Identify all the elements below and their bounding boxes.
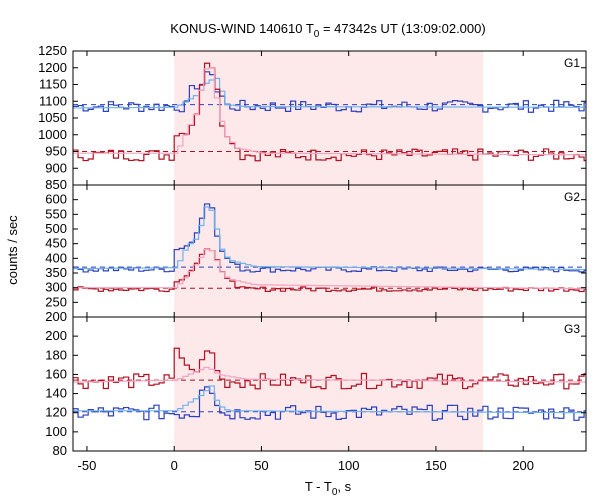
y-tick-label: 250 [45,294,67,309]
y-tick-label: 550 [45,206,67,221]
panel-g3: 80 100 120 140 160 180 200 G3 [45,316,587,458]
x-tick-label: 150 [425,458,447,473]
model-fit-red [73,67,586,156]
x-tick-label: 0 [171,458,178,473]
y-tick-label: 1050 [38,110,67,125]
model-fit-blue [73,206,586,271]
panel-label: G1 [564,56,580,70]
histogram-red [73,347,586,390]
y-tick-label: 350 [45,265,67,280]
model-fit-blue [73,385,586,414]
y-tick-label: 200 [45,309,67,324]
panel-label: G2 [564,190,580,204]
y-tick-label: 200 [45,328,67,343]
histogram-red [73,248,586,293]
y-tick-label: 120 [45,405,67,420]
y-tick-label: 140 [45,386,67,401]
shaded-interval [174,51,484,185]
y-axis-label: counts / sec [5,215,20,285]
y-tick-label: 100 [45,424,67,439]
model-fit-blue [73,77,586,109]
x-axis-label: T - T0, s [305,479,352,498]
y-tick-label: 1150 [39,77,67,92]
y-tick-label: 450 [45,236,67,251]
histogram-red [73,62,586,162]
y-tick-label: 1250 [38,43,67,58]
y-tick-label: 400 [45,250,67,265]
histogram-blue [73,386,586,421]
shaded-interval [174,317,484,451]
chart-title: KONUS-WIND 140610 T0 = 47342s UT (13:09:… [170,21,485,40]
y-tick-label: 80 [53,443,67,458]
model-fit-red [73,248,586,290]
x-tick-label: 200 [512,458,534,473]
y-tick-label: 850 [45,177,67,192]
panel-label: G3 [564,322,580,336]
panel-frame [72,316,587,452]
model-fit-red [73,366,586,383]
y-tick-label: 950 [45,144,67,159]
y-tick-label: 1100 [39,93,67,108]
y-tick-label: 1200 [38,60,67,75]
y-tick-label: 1000 [38,127,67,142]
y-tick-label: 160 [45,366,67,381]
x-tick-label: 50 [254,458,268,473]
y-tick-label: 300 [45,280,67,295]
histogram-blue [73,71,586,113]
shaded-interval [174,185,484,317]
y-tick-label: 900 [45,160,67,175]
x-tick-label: 100 [338,458,360,473]
y-tick-label: 500 [45,221,67,236]
y-tick-label: 180 [45,347,67,362]
x-tick-label: -50 [78,458,97,473]
y-tick-label: 600 [45,192,67,207]
